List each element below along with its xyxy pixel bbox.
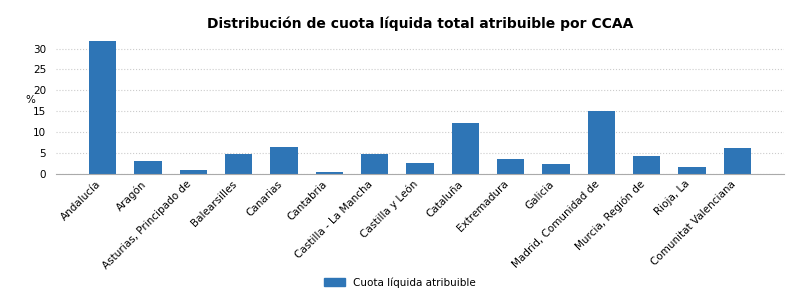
Bar [180, 170, 207, 174]
Bar [270, 147, 298, 174]
Bar [316, 172, 343, 174]
Bar [452, 123, 479, 174]
Bar [406, 163, 434, 174]
Bar [361, 154, 388, 174]
Bar [588, 111, 615, 174]
Bar [542, 164, 570, 174]
Bar [89, 41, 116, 174]
Bar [225, 154, 252, 174]
Bar [497, 159, 524, 174]
Legend: Cuota líquida atribuible: Cuota líquida atribuible [320, 273, 480, 292]
Y-axis label: %: % [26, 95, 35, 105]
Title: Distribución de cuota líquida total atribuible por CCAA: Distribución de cuota líquida total atri… [207, 16, 633, 31]
Bar [678, 167, 706, 174]
Bar [134, 161, 162, 174]
Bar [633, 156, 660, 174]
Bar [724, 148, 751, 174]
